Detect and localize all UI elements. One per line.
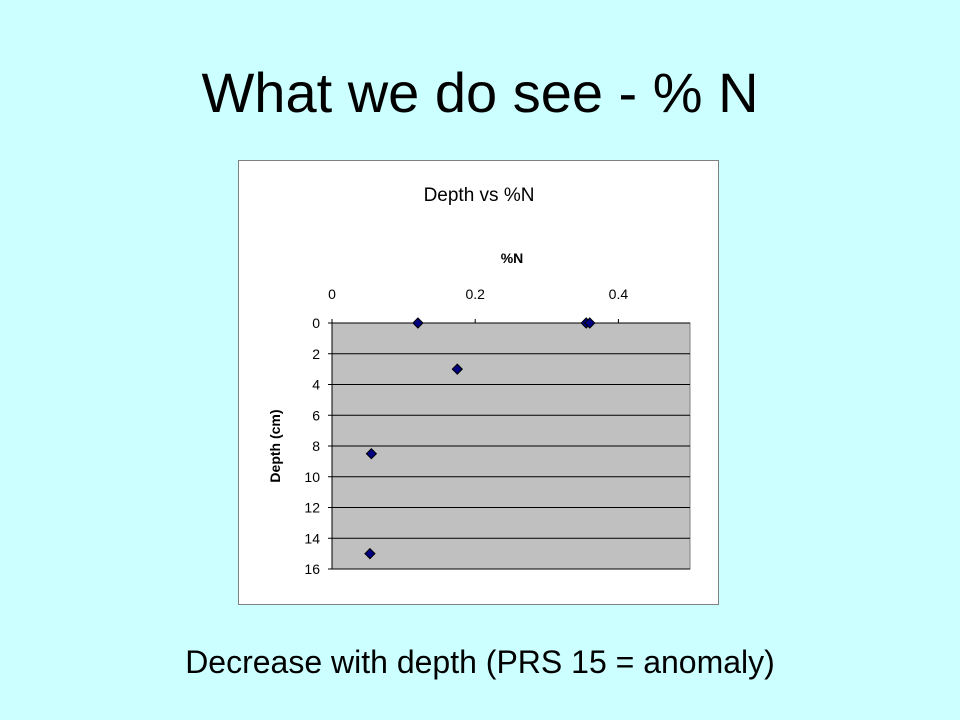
data-point bbox=[451, 363, 464, 375]
data-point bbox=[365, 447, 378, 460]
y-tick-label: 10 bbox=[304, 469, 320, 485]
x-tick-label: 0 bbox=[328, 286, 336, 302]
y-tick-label: 14 bbox=[304, 530, 320, 546]
data-point bbox=[412, 317, 424, 329]
chart-area: Depth vs %N %N Depth (cm) 0 2 4 6 8 10 12 14 16 0 0.2… bbox=[238, 160, 719, 605]
slide-title: What we do see - % N bbox=[201, 61, 759, 124]
y-tick-label: 2 bbox=[312, 346, 320, 362]
y-tick-label: 6 bbox=[312, 407, 320, 423]
y-tick-label: 12 bbox=[304, 500, 320, 516]
y-tick-label: 0 bbox=[312, 315, 320, 331]
chart-svg: Depth vs %N %N Depth (cm) 0 2 4 6 8 10 12 14 16 0 0.2… bbox=[267, 185, 691, 577]
slide-caption: Decrease with depth (PRS 15 = anomaly) bbox=[185, 644, 775, 680]
y-tick-label: 4 bbox=[312, 377, 320, 393]
y-tick-label: 16 bbox=[304, 561, 320, 577]
x-tick-label: 0.2 bbox=[465, 286, 485, 302]
data-point bbox=[584, 317, 596, 329]
y-axis-label: Depth (cm) bbox=[267, 409, 283, 482]
x-tick-label: 0.4 bbox=[609, 286, 629, 302]
data-point bbox=[364, 547, 376, 560]
y-tick-label: 8 bbox=[312, 438, 320, 454]
x-axis-label: %N bbox=[501, 250, 524, 266]
chart-title: Depth vs %N bbox=[424, 185, 535, 206]
